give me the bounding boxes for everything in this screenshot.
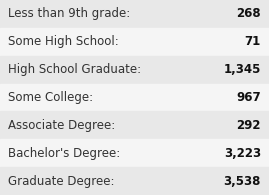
Text: Less than 9th grade:: Less than 9th grade: xyxy=(8,7,130,20)
Bar xyxy=(0,28,269,56)
Text: Some College:: Some College: xyxy=(8,91,93,104)
Bar xyxy=(0,0,269,28)
Text: Bachelor's Degree:: Bachelor's Degree: xyxy=(8,147,120,160)
Bar xyxy=(0,111,269,139)
Bar xyxy=(0,56,269,84)
Text: 71: 71 xyxy=(245,35,261,48)
Text: Graduate Degree:: Graduate Degree: xyxy=(8,175,115,188)
Text: 967: 967 xyxy=(236,91,261,104)
Bar xyxy=(0,139,269,167)
Bar xyxy=(0,167,269,195)
Text: 268: 268 xyxy=(236,7,261,20)
Text: 292: 292 xyxy=(236,119,261,132)
Text: Some High School:: Some High School: xyxy=(8,35,119,48)
Text: 3,538: 3,538 xyxy=(224,175,261,188)
Text: Associate Degree:: Associate Degree: xyxy=(8,119,115,132)
Text: 3,223: 3,223 xyxy=(224,147,261,160)
Bar xyxy=(0,84,269,111)
Text: High School Graduate:: High School Graduate: xyxy=(8,63,141,76)
Text: 1,345: 1,345 xyxy=(224,63,261,76)
